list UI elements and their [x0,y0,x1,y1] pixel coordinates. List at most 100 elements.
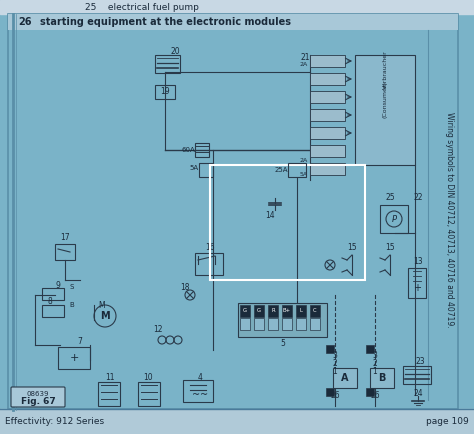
Text: 5: 5 [280,339,285,348]
Text: 15: 15 [347,243,357,253]
Text: S: S [70,284,74,290]
Bar [254,318,264,330]
Bar [195,143,209,157]
Text: 13: 13 [413,257,423,266]
Bar [310,91,345,103]
Bar [55,244,75,260]
Bar [282,318,292,330]
Text: M: M [99,300,105,309]
Text: B: B [70,302,74,308]
Text: C: C [313,309,317,313]
Bar [268,305,278,317]
Text: +: + [69,353,79,363]
Bar [42,305,64,317]
Bar [195,253,223,275]
Bar [238,303,327,337]
Text: 3: 3 [373,351,377,359]
Bar [268,318,278,330]
Bar [138,382,160,406]
Text: 15: 15 [385,243,395,253]
Text: 11: 11 [105,372,115,381]
Text: 2: 2 [333,358,337,368]
Bar [240,318,250,330]
Text: 25A: 25A [274,167,288,173]
Text: 21: 21 [300,53,310,62]
Text: M: M [100,311,110,321]
Text: 3: 3 [333,351,337,359]
Text: ~: ~ [200,390,208,400]
Text: 26: 26 [330,391,340,400]
Text: 18: 18 [180,283,190,293]
Text: 20: 20 [170,47,180,56]
Bar [310,127,345,139]
Text: 24: 24 [413,388,423,398]
Bar [183,380,213,402]
Text: page 109: page 109 [426,417,469,425]
Text: 19: 19 [160,88,170,96]
Bar [355,55,415,165]
Text: +: + [413,283,421,293]
Text: 8: 8 [47,297,52,306]
Bar [310,163,345,175]
Text: 2: 2 [373,358,377,368]
Text: 60A: 60A [181,147,195,153]
Bar [310,55,345,67]
Bar [210,165,365,280]
Text: 1: 1 [333,368,337,377]
Text: 4: 4 [198,372,202,381]
Bar [326,388,334,396]
Text: 10: 10 [143,372,153,381]
Text: 08639: 08639 [27,391,49,397]
Text: G: G [257,309,261,313]
Text: Wiring symbols to DIN 40712, 40713, 40716 and 40719.: Wiring symbols to DIN 40712, 40713, 4071… [446,112,455,328]
Bar [296,318,306,330]
Bar [199,163,213,177]
Text: 12: 12 [153,326,163,335]
Text: 25    electrical fuel pump: 25 electrical fuel pump [85,3,199,11]
Text: starting equipment at the electronic modules: starting equipment at the electronic mod… [40,17,291,27]
FancyBboxPatch shape [11,387,65,407]
Bar [403,366,431,384]
Bar [155,85,175,99]
Text: G: G [243,309,247,313]
Text: (Consumer): (Consumer) [383,82,388,118]
Bar [310,318,320,330]
Text: L: L [300,309,302,313]
Bar [408,268,426,298]
Bar [0,409,474,434]
Text: R: R [271,309,275,313]
Text: Effectivity: 912 Series: Effectivity: 912 Series [5,417,104,425]
Text: 14: 14 [265,210,275,220]
Text: 23: 23 [415,358,425,366]
Text: 7: 7 [78,338,82,346]
Bar [366,388,374,396]
Bar [288,163,306,177]
Bar [8,14,458,30]
Bar [370,368,394,388]
Bar [310,73,345,85]
Text: 1: 1 [373,368,377,377]
Text: 16: 16 [205,243,215,253]
Bar [240,305,250,317]
Bar [310,305,320,317]
Text: 2A: 2A [300,62,308,66]
Bar [282,305,292,317]
Bar [333,368,357,388]
Bar [310,145,345,157]
Text: ~: ~ [192,390,200,400]
Bar [254,305,264,317]
Text: 2A: 2A [300,158,308,162]
Text: Fig. 67: Fig. 67 [21,398,55,407]
Bar [326,345,334,353]
Text: P: P [392,214,396,224]
Bar [58,347,90,369]
Text: B+: B+ [283,309,291,313]
Bar [0,0,474,14]
Text: 5A: 5A [300,172,308,178]
Text: Verbraucher: Verbraucher [383,51,388,89]
Text: 9: 9 [55,280,61,289]
Bar [310,109,345,121]
Bar [98,382,120,406]
Text: 5A: 5A [190,165,199,171]
Text: 26: 26 [18,17,31,27]
